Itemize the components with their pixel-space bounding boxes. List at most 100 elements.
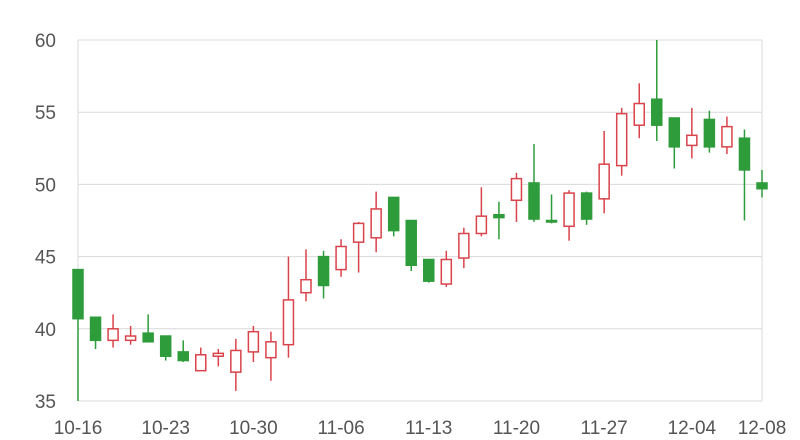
candle-body [703, 118, 716, 148]
candle [387, 196, 400, 237]
candle [510, 172, 523, 222]
candle-body [352, 222, 365, 243]
x-tick-label: 11-13 [405, 418, 452, 439]
candle-body [177, 351, 189, 362]
candle [300, 249, 312, 302]
candle-body [598, 163, 610, 200]
candle [230, 338, 242, 391]
gridlines [77, 39, 763, 402]
candle-body [686, 134, 698, 147]
candle [493, 201, 505, 240]
y-tick-label: 35 [35, 392, 56, 413]
candle-body [247, 330, 260, 353]
candle-body [265, 341, 277, 359]
candle [405, 219, 417, 272]
y-tick-label: 40 [35, 320, 56, 341]
candle [721, 116, 733, 155]
candle [142, 314, 154, 343]
candle [633, 83, 645, 139]
candle [107, 314, 119, 348]
candle [651, 40, 663, 142]
candle [212, 349, 225, 367]
candle [335, 239, 347, 277]
candle [615, 107, 628, 176]
candle-body [142, 332, 154, 343]
candle-body [124, 335, 137, 342]
candle-body [212, 352, 225, 357]
candle [458, 227, 470, 269]
candle-body [230, 349, 242, 373]
candle-body [300, 278, 312, 294]
candle [282, 256, 295, 358]
candle [545, 194, 558, 224]
y-tick-label: 50 [35, 175, 56, 196]
candle-body [282, 299, 295, 346]
candle [195, 347, 207, 372]
candle [124, 325, 137, 345]
candle [352, 221, 365, 273]
candle [475, 187, 488, 237]
candle [177, 340, 189, 363]
candle-body [458, 232, 470, 259]
candle-body [721, 125, 733, 148]
x-tick-label: 12-04 [668, 418, 717, 439]
candle-body [423, 258, 435, 282]
y-tick-label: 60 [35, 31, 56, 52]
candle [598, 130, 610, 214]
candle-body [510, 177, 523, 202]
candle-body [493, 213, 505, 219]
y-tick-label: 45 [35, 248, 56, 269]
candle-body [580, 192, 593, 220]
candle [528, 143, 540, 222]
candle-body [651, 98, 663, 126]
candle-body [738, 137, 751, 171]
candle [72, 268, 84, 401]
candle [89, 316, 102, 350]
x-tick-label: 10-16 [54, 418, 103, 439]
candle-body [475, 215, 488, 235]
x-tick-label: 11-27 [581, 418, 628, 439]
candles [72, 40, 768, 401]
candle-body [159, 335, 172, 357]
candle-body [668, 117, 681, 148]
candle [247, 325, 260, 363]
candle [440, 250, 453, 287]
candle-body [563, 192, 575, 228]
candle-body [335, 245, 347, 271]
candle [423, 258, 435, 283]
x-axis: 10-16 10-23 10-30 11-06 11-13 11-20 11-27 12-04… [54, 418, 787, 439]
candle-body [195, 354, 207, 372]
candle [686, 107, 698, 159]
x-tick-label: 12-08 [738, 418, 787, 439]
candle [159, 335, 172, 361]
candle [563, 190, 575, 241]
candle-body [633, 102, 645, 126]
x-tick-label: 10-23 [141, 418, 190, 439]
candle-body [89, 316, 102, 342]
x-tick-label: 11-20 [493, 418, 540, 439]
candle [317, 250, 330, 299]
candle-body [405, 219, 417, 267]
x-tick-label: 11-06 [317, 418, 364, 439]
y-tick-label: 55 [35, 103, 56, 124]
candle [738, 129, 751, 221]
candle-body [370, 208, 382, 239]
y-axis: 35 40 45 50 55 60 [35, 31, 56, 413]
candle [703, 110, 716, 153]
candle [370, 191, 382, 253]
x-tick-label: 10-30 [229, 418, 278, 439]
candle-body [615, 112, 628, 167]
candle [668, 117, 681, 169]
candle-body [545, 219, 558, 223]
candle-body [756, 182, 768, 190]
candle-body [107, 328, 119, 342]
candle-body [528, 182, 540, 220]
candle [580, 191, 593, 225]
candle-body [440, 258, 453, 285]
candle-body [387, 196, 400, 232]
candle [756, 169, 768, 198]
candle [265, 331, 277, 381]
candle-body [72, 268, 84, 320]
